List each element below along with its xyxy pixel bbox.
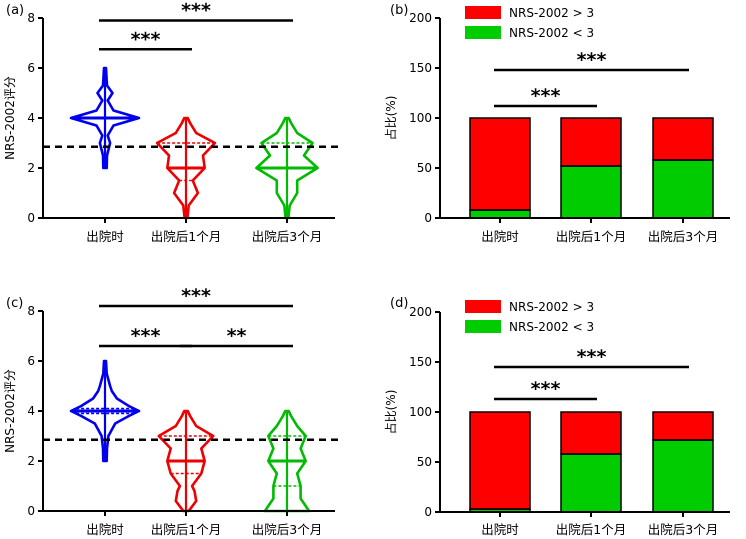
violin-2: [155, 116, 217, 220]
y-tick-label: 200: [409, 305, 432, 319]
panel-label: (c): [6, 296, 23, 311]
x-tick-label: 出院后1个月: [151, 522, 221, 537]
x-tick-label: 出院时: [86, 522, 124, 537]
y-axis-label: 占比(%): [383, 390, 398, 435]
significance-stars: ***: [577, 346, 607, 368]
y-axis-label: NRS-2002评分: [3, 369, 17, 453]
bar-green-1: [469, 209, 531, 219]
violin-3: [263, 409, 311, 513]
legend-swatch: [465, 6, 501, 19]
y-axis-label: 占比(%): [383, 96, 398, 141]
significance-stars: ***: [577, 49, 607, 71]
bar-green-2: [560, 165, 622, 219]
y-tick-label: 6: [27, 61, 35, 75]
y-tick-label: 50: [417, 455, 432, 469]
x-tick-label: 出院后3个月: [252, 522, 322, 537]
y-tick-label: 4: [27, 111, 35, 125]
bar-green-3: [652, 159, 714, 219]
bar-red-1: [469, 117, 531, 211]
bar-red-2: [560, 411, 622, 455]
violin-3: [255, 116, 319, 220]
x-tick-label: 出院后1个月: [556, 229, 626, 244]
significance-stars: ***: [131, 28, 161, 50]
panel-label: (a): [6, 3, 24, 18]
significance-stars: **: [227, 325, 247, 347]
bar-red-3: [652, 117, 714, 161]
panel-label: (d): [390, 296, 408, 311]
bar-red-1: [469, 411, 531, 510]
y-tick-label: 8: [27, 11, 35, 25]
y-tick-label: 2: [27, 161, 35, 175]
x-tick-label: 出院后1个月: [151, 229, 221, 244]
y-tick-label: 150: [409, 61, 432, 75]
violin-2: [157, 409, 215, 513]
panel-label: (b): [390, 3, 408, 18]
legend-label: NRS-2002 < 3: [509, 26, 594, 40]
legend-swatch: [465, 320, 501, 333]
bar-green-2: [560, 453, 622, 513]
y-tick-label: 2: [27, 454, 35, 468]
x-tick-label: 出院后3个月: [252, 229, 322, 244]
significance-stars: ***: [131, 325, 161, 347]
x-tick-label: 出院后1个月: [556, 522, 626, 537]
legend-swatch: [465, 300, 501, 313]
legend-swatch: [465, 26, 501, 39]
y-axis-label: NRS-2002评分: [3, 76, 17, 160]
legend-label: NRS-2002 < 3: [509, 320, 594, 334]
x-tick-label: 出院时: [481, 229, 519, 244]
bar-green-3: [652, 439, 714, 513]
y-tick-label: 100: [409, 111, 432, 125]
y-tick-label: 8: [27, 304, 35, 318]
y-tick-label: 0: [424, 505, 432, 519]
y-tick-label: 200: [409, 11, 432, 25]
x-tick-label: 出院后3个月: [648, 522, 718, 537]
significance-stars: ***: [181, 0, 211, 22]
bar-red-2: [560, 117, 622, 167]
y-tick-label: 150: [409, 355, 432, 369]
x-tick-label: 出院时: [86, 229, 124, 244]
y-tick-label: 100: [409, 405, 432, 419]
y-tick-label: 0: [424, 211, 432, 225]
y-tick-label: 6: [27, 354, 35, 368]
y-tick-label: 0: [27, 211, 35, 225]
y-tick-label: 0: [27, 504, 35, 518]
significance-stars: ***: [181, 285, 211, 307]
x-tick-label: 出院时: [481, 522, 519, 537]
significance-stars: ***: [531, 85, 561, 107]
legend-label: NRS-2002 > 3: [509, 300, 594, 314]
legend-label: NRS-2002 > 3: [509, 6, 594, 20]
y-tick-label: 50: [417, 161, 432, 175]
bar-red-3: [652, 411, 714, 441]
y-tick-label: 4: [27, 404, 35, 418]
significance-stars: ***: [531, 378, 561, 400]
x-tick-label: 出院后3个月: [648, 229, 718, 244]
